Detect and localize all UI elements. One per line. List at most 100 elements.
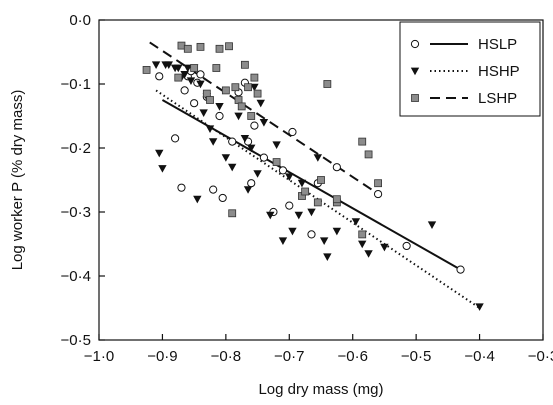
hslp-point	[250, 121, 259, 130]
hslp-point	[373, 189, 383, 199]
hslp-point	[155, 72, 164, 81]
hslp-point	[259, 153, 269, 162]
x-tick-label: −0·4	[464, 348, 494, 365]
hshp-point	[278, 237, 288, 245]
hshp-point	[319, 237, 329, 245]
y-tick-label: 0·0	[69, 12, 91, 29]
lshp-point	[317, 176, 325, 184]
hshp-point	[174, 64, 183, 73]
lshp-point	[221, 86, 230, 95]
x-tick-label: −0·6	[337, 348, 367, 365]
hshp-point	[380, 243, 389, 252]
hslp-point	[196, 70, 205, 79]
x-axis-ticks: −1·0 −0·9 −0·8 −0·7 −0·6 −0·5 −0·4 −0·3	[84, 334, 553, 365]
legend-box	[399, 21, 541, 117]
hslp-point	[209, 185, 218, 194]
lshp-point	[253, 89, 262, 98]
hslp-point	[402, 241, 411, 251]
x-tick-label: −0·9	[147, 348, 177, 365]
hshp-point	[323, 253, 332, 261]
hshp-point	[259, 119, 269, 127]
lshp-point	[364, 150, 373, 159]
lshp-point	[196, 42, 205, 51]
hslp-point	[307, 230, 316, 239]
hshp-point	[183, 64, 192, 73]
hshp-point	[196, 80, 205, 89]
data-points	[142, 41, 484, 311]
hshp-point	[193, 195, 202, 204]
hshp-legend-marker	[410, 67, 420, 76]
lshp-legend-label: LSHP	[478, 90, 517, 107]
x-tick-label: −0·7	[274, 348, 304, 365]
lshp-point	[272, 158, 281, 166]
hshp-point	[313, 154, 323, 162]
plot-area	[98, 19, 544, 341]
hshp-point	[256, 99, 265, 108]
hshp-point	[240, 135, 250, 143]
lshp-point	[183, 44, 192, 53]
hslp-legend-marker	[410, 39, 420, 49]
x-tick-label: −1·0	[84, 348, 114, 365]
legend: HSLP HSHP LSHP	[399, 21, 541, 117]
hslp-point	[171, 134, 180, 143]
hslp-point	[332, 163, 341, 172]
hshp-point	[215, 103, 224, 111]
x-tick-label: −0·8	[211, 348, 241, 365]
hslp-point	[180, 86, 189, 95]
hshp-point	[253, 170, 262, 178]
lshp-point	[225, 42, 233, 51]
hshp-point	[364, 250, 373, 258]
hshp-point	[358, 240, 367, 249]
lshp-point	[358, 230, 367, 239]
hslp-point	[218, 193, 227, 203]
lshp-point	[358, 137, 367, 146]
lshp-point	[190, 64, 199, 72]
hshp-legend-label: HSHP	[478, 63, 520, 80]
hshp-point	[285, 173, 294, 181]
hslp-legend-label: HSLP	[478, 36, 517, 53]
lshp-point	[228, 209, 237, 218]
x-axis-title: Log dry mass (mg)	[258, 381, 383, 398]
y-tick-label: −0·5	[61, 332, 91, 349]
lshp-point	[240, 60, 249, 69]
lshp-point	[250, 73, 259, 82]
hshp-point	[221, 154, 231, 162]
hshp-point	[243, 186, 253, 194]
lshp-point	[206, 96, 214, 104]
x-tick-label: −0·3	[528, 348, 553, 365]
lshp-point	[202, 89, 211, 98]
lshp-point	[247, 112, 256, 120]
lshp-point	[174, 73, 183, 82]
lshp-point	[234, 96, 243, 104]
hshp-point	[151, 61, 161, 69]
x-tick-label: −0·5	[401, 348, 431, 365]
hshp-point	[247, 144, 256, 153]
hslp-point	[215, 111, 224, 121]
hslp-point	[278, 166, 288, 175]
y-axis-ticks: 0·0 −0·1 −0·2 −0·3 −0·4 −0·5	[61, 12, 105, 349]
hshp-point	[351, 218, 361, 226]
lshp-legend-marker	[411, 94, 419, 102]
hshp-point	[205, 125, 215, 133]
y-tick-label: −0·4	[61, 268, 91, 285]
hslp-point	[177, 183, 186, 192]
hshp-point	[234, 112, 243, 121]
hshp-point	[155, 149, 164, 158]
hslp-point	[288, 127, 297, 137]
lshp-point	[301, 187, 310, 196]
lshp-point	[142, 66, 151, 74]
lshp-point	[323, 80, 332, 88]
hslp-point	[247, 179, 256, 188]
hshp-point	[180, 71, 189, 79]
hshp-point	[475, 303, 484, 311]
lshp-point	[215, 44, 224, 53]
lshp-fit-line	[149, 41, 373, 191]
hshp-point	[228, 163, 237, 172]
y-axis-title: Log worker P (% dry mass)	[9, 90, 26, 271]
hshp-point	[272, 141, 281, 149]
hshp-point	[427, 221, 437, 229]
hshp-point	[288, 227, 297, 236]
hshp-point	[307, 208, 316, 217]
lshp-point	[332, 195, 341, 204]
hshp-point	[208, 138, 218, 146]
